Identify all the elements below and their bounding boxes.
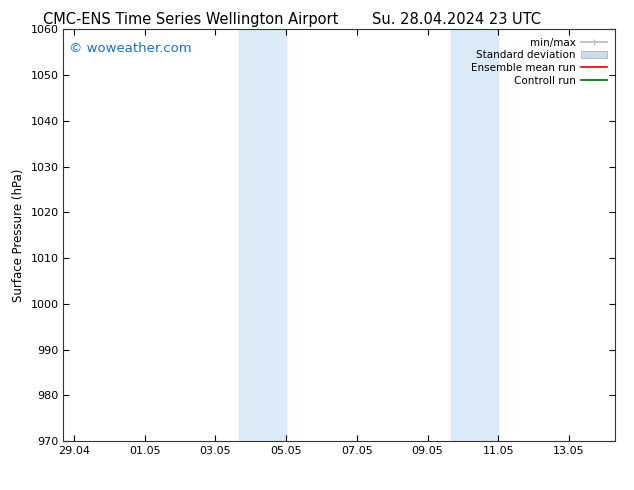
Text: © woweather.com: © woweather.com <box>69 42 191 55</box>
Bar <box>262 29 286 441</box>
Text: CMC-ENS Time Series Wellington Airport: CMC-ENS Time Series Wellington Airport <box>42 12 338 27</box>
Legend: min/max, Standard deviation, Ensemble mean run, Controll run: min/max, Standard deviation, Ensemble me… <box>467 35 610 89</box>
Bar <box>475 29 498 441</box>
Bar <box>239 29 262 441</box>
Title: CMC-ENS Time Series Wellington Airport      Su. 28.04.2024 23 UTC: CMC-ENS Time Series Wellington Airport S… <box>0 489 1 490</box>
Y-axis label: Surface Pressure (hPa): Surface Pressure (hPa) <box>12 169 25 302</box>
Bar <box>451 29 475 441</box>
Text: Su. 28.04.2024 23 UTC: Su. 28.04.2024 23 UTC <box>372 12 541 27</box>
